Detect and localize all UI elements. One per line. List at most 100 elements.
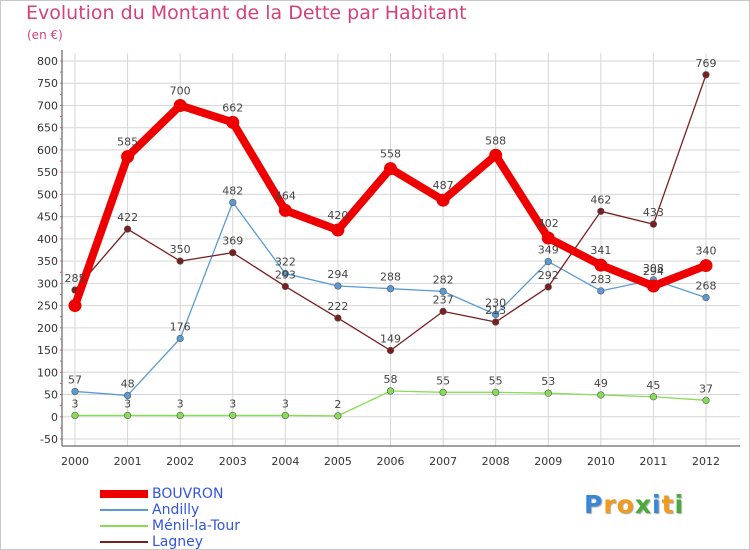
y-tick-label: 50 bbox=[44, 389, 58, 402]
data-label: 288 bbox=[380, 271, 401, 284]
x-tick-label: 2004 bbox=[271, 455, 299, 468]
data-point bbox=[173, 98, 187, 112]
x-tick-label: 2002 bbox=[166, 455, 194, 468]
data-point bbox=[176, 257, 184, 265]
data-label: 149 bbox=[380, 333, 401, 346]
data-label: 433 bbox=[643, 206, 664, 219]
data-point bbox=[123, 225, 132, 233]
data-label: 402 bbox=[538, 217, 559, 230]
legend-item: BOUVRON bbox=[100, 486, 240, 502]
proxiti-logo: Proxiti bbox=[584, 490, 684, 519]
data-label: 588 bbox=[485, 134, 506, 147]
logo-letter: i bbox=[652, 490, 662, 519]
y-tick-label: 250 bbox=[37, 300, 58, 313]
data-point bbox=[229, 198, 237, 207]
x-tick-label: 2012 bbox=[692, 455, 720, 468]
data-label: 222 bbox=[327, 300, 348, 313]
data-point bbox=[278, 203, 292, 217]
y-tick-label: 200 bbox=[37, 322, 58, 335]
data-label: 37 bbox=[699, 382, 713, 395]
data-label: 3 bbox=[177, 397, 184, 410]
x-tick-label: 2000 bbox=[61, 455, 89, 468]
y-tick-label: -50 bbox=[40, 433, 58, 446]
data-point bbox=[386, 346, 395, 355]
legend-swatch bbox=[100, 490, 148, 498]
data-label: 293 bbox=[275, 268, 296, 281]
data-label: 285 bbox=[65, 272, 86, 285]
data-label: 487 bbox=[433, 179, 454, 192]
data-label: 49 bbox=[594, 377, 608, 390]
legend-item: Lagney bbox=[100, 534, 240, 550]
data-label: 55 bbox=[489, 374, 503, 387]
data-label: 322 bbox=[275, 256, 296, 269]
data-point bbox=[121, 150, 135, 164]
data-label: 369 bbox=[222, 235, 243, 248]
data-point bbox=[541, 231, 555, 245]
data-label: 3 bbox=[282, 397, 289, 410]
logo-letter: o bbox=[616, 490, 635, 519]
logo-letter: P bbox=[584, 490, 604, 519]
data-label: 294 bbox=[327, 268, 348, 281]
data-point bbox=[229, 411, 237, 420]
legend-swatch bbox=[100, 509, 148, 511]
data-label: 662 bbox=[222, 101, 243, 114]
legend: BOUVRON Andilly Ménil-la-Tour Lagney bbox=[100, 486, 240, 550]
data-point bbox=[123, 411, 132, 420]
data-label: 48 bbox=[121, 377, 135, 390]
chart-subtitle: (en €) bbox=[27, 28, 63, 42]
data-point bbox=[544, 257, 552, 266]
data-point bbox=[281, 411, 289, 420]
data-point bbox=[492, 318, 500, 326]
data-label: 282 bbox=[433, 273, 454, 286]
data-label: 294 bbox=[643, 265, 664, 278]
data-point bbox=[384, 162, 397, 176]
data-point bbox=[229, 249, 237, 257]
data-label: 464 bbox=[275, 189, 296, 202]
legend-swatch bbox=[100, 541, 148, 543]
x-tick-label: 2010 bbox=[587, 455, 615, 468]
x-tick-label: 2007 bbox=[429, 455, 457, 468]
data-label: 422 bbox=[117, 211, 138, 224]
data-point bbox=[436, 193, 450, 207]
data-point bbox=[492, 310, 500, 319]
legend-label: Andilly bbox=[152, 502, 200, 518]
data-point bbox=[176, 334, 184, 343]
data-point bbox=[702, 396, 710, 404]
data-point bbox=[176, 411, 184, 420]
data-label: 585 bbox=[117, 136, 138, 149]
data-label: 341 bbox=[590, 244, 611, 257]
data-point bbox=[334, 282, 342, 290]
legend-item: Andilly bbox=[100, 502, 240, 518]
data-label: 3 bbox=[72, 397, 79, 410]
data-point bbox=[334, 412, 342, 420]
data-point bbox=[597, 207, 605, 215]
data-label: 268 bbox=[696, 280, 717, 293]
data-point bbox=[71, 387, 79, 396]
y-tick-label: 800 bbox=[37, 55, 58, 68]
data-label: 237 bbox=[433, 293, 454, 306]
data-point bbox=[331, 223, 345, 237]
data-label: 58 bbox=[384, 373, 398, 386]
data-point bbox=[492, 388, 500, 396]
data-label: 283 bbox=[590, 273, 611, 286]
data-label: 55 bbox=[436, 374, 450, 387]
data-point bbox=[439, 307, 447, 315]
data-point bbox=[702, 293, 710, 302]
data-label: 349 bbox=[538, 244, 559, 257]
y-tick-label: 450 bbox=[37, 211, 58, 224]
y-tick-label: 300 bbox=[37, 277, 58, 290]
data-point bbox=[334, 314, 342, 322]
legend-label: Lagney bbox=[152, 534, 204, 550]
data-point bbox=[281, 269, 289, 278]
logo-letter: i bbox=[674, 490, 685, 519]
y-tick-label: 600 bbox=[37, 144, 58, 157]
data-label: 700 bbox=[170, 84, 191, 97]
data-point bbox=[281, 282, 289, 291]
y-tick-label: 550 bbox=[37, 166, 58, 179]
x-tick-label: 2003 bbox=[219, 455, 247, 468]
data-point bbox=[594, 258, 608, 272]
data-label: 308 bbox=[643, 262, 664, 275]
data-point bbox=[71, 411, 79, 420]
x-tick-label: 2008 bbox=[482, 455, 510, 468]
data-point bbox=[439, 388, 447, 396]
